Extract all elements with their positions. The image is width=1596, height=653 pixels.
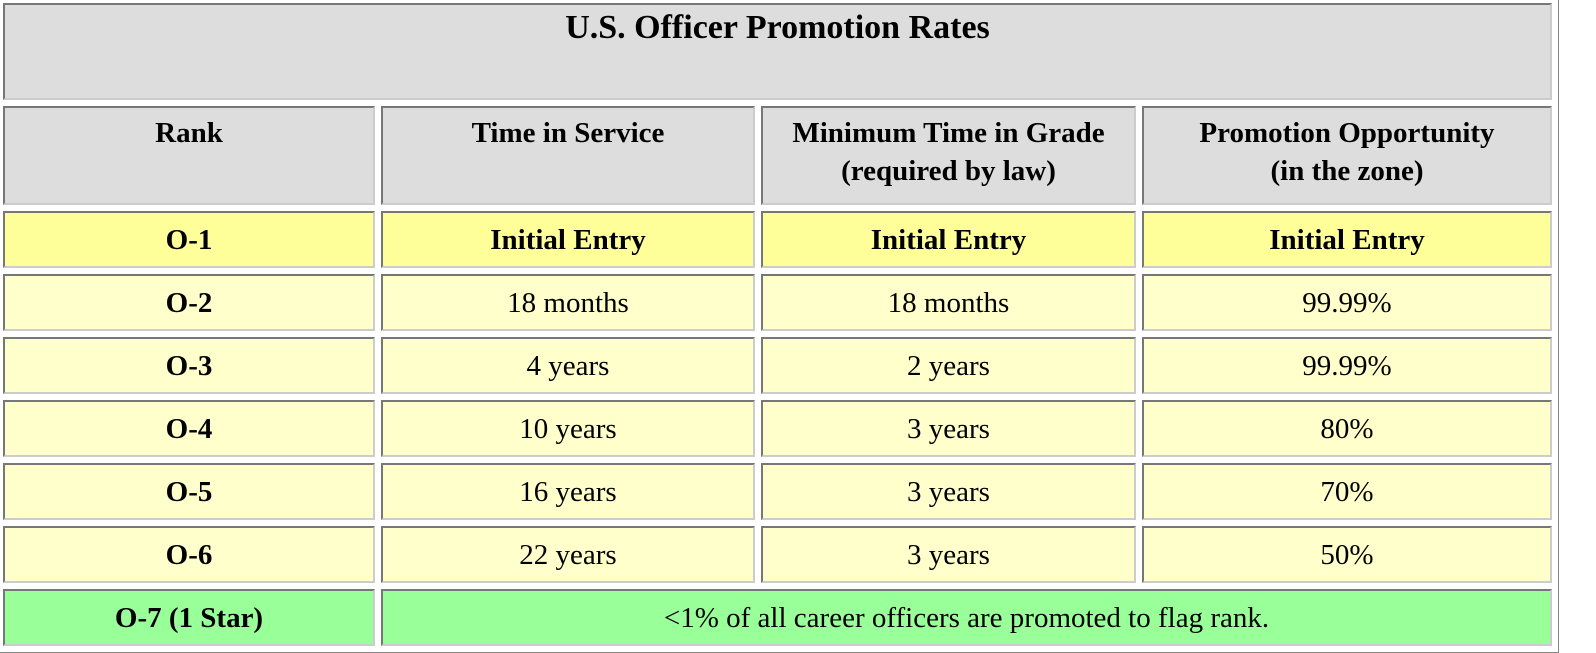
rank-cell: O-2 [3,274,375,331]
data-row: O-5 16 years 3 years 70% [3,463,1552,520]
data-row: O-4 10 years 3 years 80% [3,400,1552,457]
data-row: O-3 4 years 2 years 99.99% [3,337,1552,394]
data-cell: 50% [1142,526,1552,583]
data-cell: Initial Entry [761,211,1136,268]
data-cell: 22 years [381,526,755,583]
data-row: O-1 Initial Entry Initial Entry Initial Ent… [3,211,1552,268]
data-cell: 16 years [381,463,755,520]
header-cell: Promotion Opportunity (in the zone) [1142,106,1552,205]
data-cell: 80% [1142,400,1552,457]
header-cell: Rank [3,106,375,205]
promotion-table: U.S. Officer Promotion Rates Rank Time in … [0,0,1559,653]
data-cell: 99.99% [1142,274,1552,331]
rank-cell: O-5 [3,463,375,520]
data-cell: 2 years [761,337,1136,394]
data-cell: 18 months [381,274,755,331]
rank-cell: O-4 [3,400,375,457]
data-cell: 99.99% [1142,337,1552,394]
data-cell: Initial Entry [381,211,755,268]
data-row: O-2 18 months 18 months 99.99% [3,274,1552,331]
title-row: U.S. Officer Promotion Rates [3,3,1552,100]
data-cell: 18 months [761,274,1136,331]
data-cell: 3 years [761,400,1136,457]
data-cell: 3 years [761,526,1136,583]
data-cell: 10 years [381,400,755,457]
header-cell: Minimum Time in Grade (required by law) [761,106,1136,205]
flag-row: O-7 (1 Star) <1% of all career officers a… [3,589,1552,646]
rank-cell: O-3 [3,337,375,394]
data-cell: 4 years [381,337,755,394]
table-title: U.S. Officer Promotion Rates [3,3,1552,100]
data-row: O-6 22 years 3 years 50% [3,526,1552,583]
rank-cell: O-1 [3,211,375,268]
header-cell: Time in Service [381,106,755,205]
header-row: Rank Time in Service Minimum Time in Grade… [3,106,1552,205]
note-cell: <1% of all career officers are promoted … [381,589,1552,646]
rank-cell: O-6 [3,526,375,583]
data-cell: Initial Entry [1142,211,1552,268]
rank-cell: O-7 (1 Star) [3,589,375,646]
data-cell: 3 years [761,463,1136,520]
data-cell: 70% [1142,463,1552,520]
